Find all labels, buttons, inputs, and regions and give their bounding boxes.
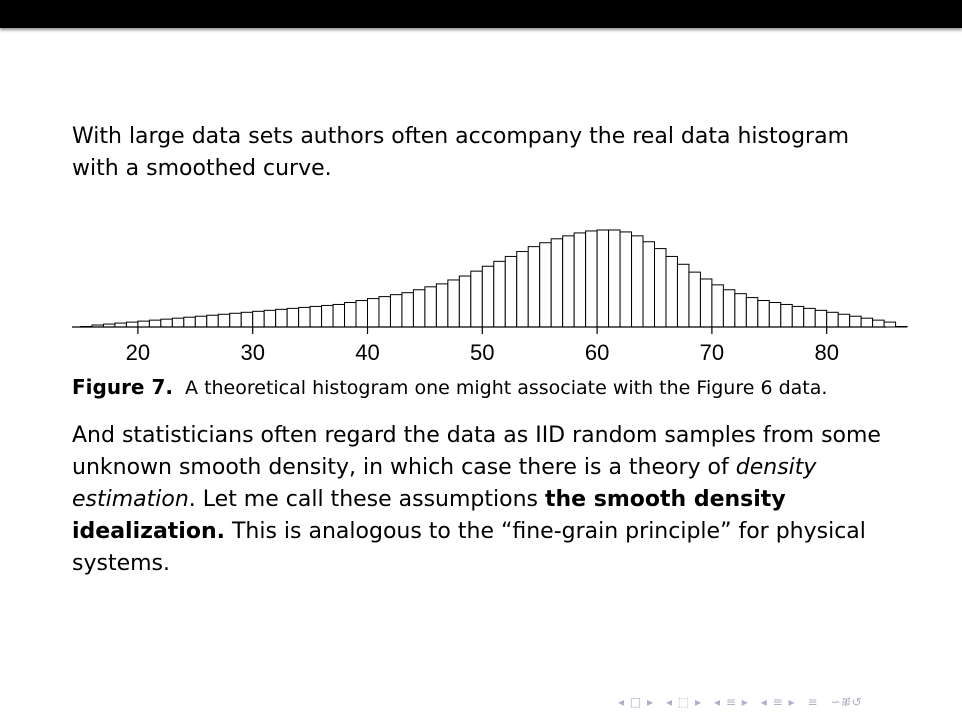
histogram-bar xyxy=(355,300,368,328)
x-tick-label: 70 xyxy=(700,340,724,365)
histogram-bar xyxy=(516,251,529,328)
beamer-navigation: ◂ □ ▸ ◂ ⬚ ▸ ◂ ≡ ▸ ◂ ≡ ▸ ≡ ∽ⶩ↺ xyxy=(618,692,875,712)
intro-paragraph: With large data sets authors often accom… xyxy=(72,124,850,181)
histogram-bar xyxy=(389,294,403,328)
histogram-bar xyxy=(206,314,219,328)
histogram-bar xyxy=(275,308,288,328)
histogram-bar xyxy=(493,260,506,328)
histogram-bar xyxy=(286,307,300,328)
histogram-bar xyxy=(447,279,460,328)
nav-appendix-icon[interactable]: ≡ xyxy=(807,695,819,709)
nav-document-icon[interactable]: ◂ ≡ ▸ xyxy=(760,695,796,709)
histogram-bar xyxy=(435,283,449,328)
histogram-bar xyxy=(665,255,678,328)
histogram-bar xyxy=(699,278,713,328)
nav-frame-icon[interactable]: ◂ □ ▸ xyxy=(618,695,655,709)
histogram-bar xyxy=(745,297,759,328)
histogram-bar xyxy=(676,263,690,328)
histogram-bar xyxy=(321,304,334,328)
histogram-bar xyxy=(504,255,518,328)
histogram-bar xyxy=(183,316,196,328)
slide-header-bar xyxy=(0,0,962,28)
x-tick-label: 40 xyxy=(355,340,379,365)
histogram-bar xyxy=(160,318,173,328)
histogram-bar xyxy=(860,317,874,328)
x-axis-ticks: 20 30 40 50 60 70 80 xyxy=(126,327,839,365)
histogram-bar xyxy=(768,302,782,328)
figure-label: Figure 7. xyxy=(72,375,173,399)
x-tick-label: 60 xyxy=(585,340,609,365)
histogram-bar xyxy=(229,312,242,328)
figure-caption: Figure 7. A theoretical histogram one mi… xyxy=(72,373,932,402)
histogram-bar xyxy=(263,309,277,328)
histogram-bar xyxy=(171,317,185,328)
histogram-bar xyxy=(470,270,483,328)
histogram-bar xyxy=(378,296,391,328)
histogram-bar xyxy=(608,229,621,328)
figure-caption-text: A theoretical histogram one might associ… xyxy=(185,377,828,399)
x-tick-label: 30 xyxy=(240,340,264,365)
histogram-bar xyxy=(148,319,162,328)
histogram-bar xyxy=(791,305,805,328)
histogram-bar xyxy=(734,293,747,328)
histogram-bar xyxy=(401,292,414,328)
body-paragraph: And statisticians often regard the data … xyxy=(72,420,902,580)
histogram-bar xyxy=(642,241,656,328)
histogram-bar xyxy=(872,319,885,328)
histogram-bars xyxy=(80,229,908,328)
histogram-bar xyxy=(217,313,231,328)
histogram-bar xyxy=(711,284,724,328)
histogram-bar xyxy=(883,321,897,328)
histogram-bar xyxy=(309,305,323,328)
histogram-bar xyxy=(527,246,541,328)
histogram-bar xyxy=(573,232,587,328)
histogram-bar xyxy=(654,248,667,328)
histogram-bar xyxy=(539,242,552,328)
histogram-bar xyxy=(481,265,495,328)
x-tick-label: 50 xyxy=(470,340,494,365)
nav-search-back-icon[interactable]: ∽ⶩ↺ xyxy=(830,695,863,709)
histogram-bar xyxy=(688,271,701,328)
histogram-bar xyxy=(562,235,575,328)
histogram-bar xyxy=(550,238,564,328)
histogram-bar xyxy=(137,320,150,328)
histogram-bar xyxy=(596,229,610,328)
histogram-bar xyxy=(412,289,426,328)
body-text-2: . Let me call these assumptions xyxy=(188,487,545,512)
histogram-bar xyxy=(298,306,311,328)
histogram-chart: 20 30 40 50 60 70 80 xyxy=(72,229,908,365)
smooth-density-idealization-term: the smooth density idealization. xyxy=(72,487,786,544)
x-tick-label: 80 xyxy=(814,340,838,365)
density-estimation-term: density estimation xyxy=(72,455,817,512)
histogram-bar xyxy=(631,235,644,328)
histogram-bar xyxy=(194,315,208,328)
histogram-bar xyxy=(826,311,839,328)
histogram-bar xyxy=(125,321,139,328)
histogram-bar xyxy=(780,303,793,328)
histogram-bar xyxy=(240,311,254,328)
histogram-bar xyxy=(757,300,770,328)
histogram-bar xyxy=(585,230,598,328)
nav-subsection-icon[interactable]: ◂ ⬚ ▸ xyxy=(666,695,703,709)
histogram-bar xyxy=(722,289,736,328)
histogram-bar xyxy=(849,315,862,328)
histogram-bar xyxy=(803,307,816,328)
histogram-bar xyxy=(367,298,380,328)
body-text-3: This is analogous to the “fine-grain pri… xyxy=(72,519,866,576)
histogram-bar xyxy=(344,302,357,328)
histogram-bar xyxy=(332,303,346,328)
histogram-bar xyxy=(814,309,828,328)
histogram-bar xyxy=(424,286,437,328)
nav-section-icon[interactable]: ◂ ≡ ▸ xyxy=(714,695,749,709)
body-text-1: And statisticians often regard the data … xyxy=(72,423,881,480)
histogram-bar xyxy=(619,231,633,328)
histogram-bar xyxy=(252,310,265,328)
x-tick-label: 20 xyxy=(126,340,150,365)
histogram-bar xyxy=(837,313,851,328)
histogram-bar xyxy=(458,275,472,328)
